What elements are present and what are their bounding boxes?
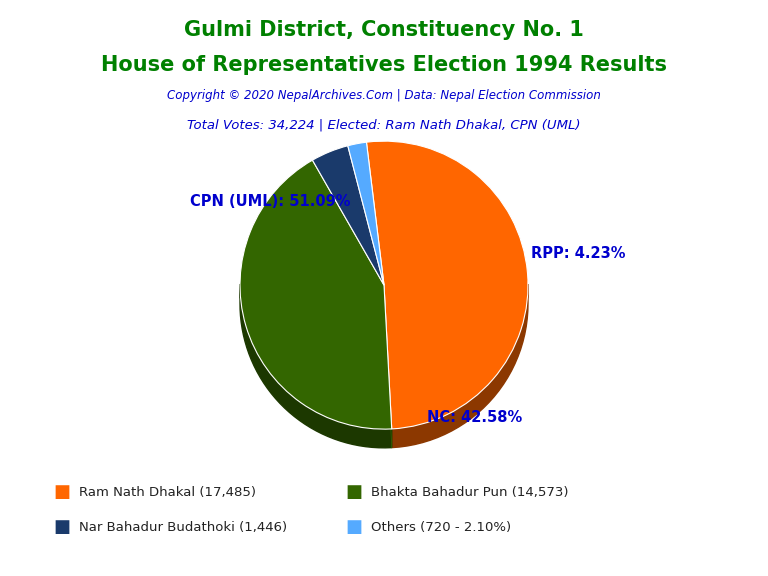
Text: ■: ■ <box>54 518 71 536</box>
Text: CPN (UML): 51.09%: CPN (UML): 51.09% <box>190 194 350 209</box>
Text: ■: ■ <box>54 483 71 502</box>
Wedge shape <box>348 142 384 285</box>
Wedge shape <box>240 160 392 429</box>
Text: Others (720 - 2.10%): Others (720 - 2.10%) <box>371 521 511 533</box>
Wedge shape <box>313 146 384 285</box>
Text: Nar Bahadur Budathoki (1,446): Nar Bahadur Budathoki (1,446) <box>79 521 287 533</box>
Text: Ram Nath Dhakal (17,485): Ram Nath Dhakal (17,485) <box>79 486 256 499</box>
Text: Total Votes: 34,224 | Elected: Ram Nath Dhakal, CPN (UML): Total Votes: 34,224 | Elected: Ram Nath … <box>187 118 581 131</box>
Wedge shape <box>366 141 528 429</box>
Text: House of Representatives Election 1994 Results: House of Representatives Election 1994 R… <box>101 55 667 75</box>
Text: Gulmi District, Constituency No. 1: Gulmi District, Constituency No. 1 <box>184 20 584 40</box>
Text: Copyright © 2020 NepalArchives.Com | Data: Nepal Election Commission: Copyright © 2020 NepalArchives.Com | Dat… <box>167 89 601 103</box>
Text: RPP: 4.23%: RPP: 4.23% <box>531 246 625 261</box>
Polygon shape <box>240 284 392 448</box>
Text: NC: 42.58%: NC: 42.58% <box>427 410 522 425</box>
Polygon shape <box>392 284 528 448</box>
Text: ■: ■ <box>346 483 362 502</box>
Text: Bhakta Bahadur Pun (14,573): Bhakta Bahadur Pun (14,573) <box>371 486 568 499</box>
Text: ■: ■ <box>346 518 362 536</box>
